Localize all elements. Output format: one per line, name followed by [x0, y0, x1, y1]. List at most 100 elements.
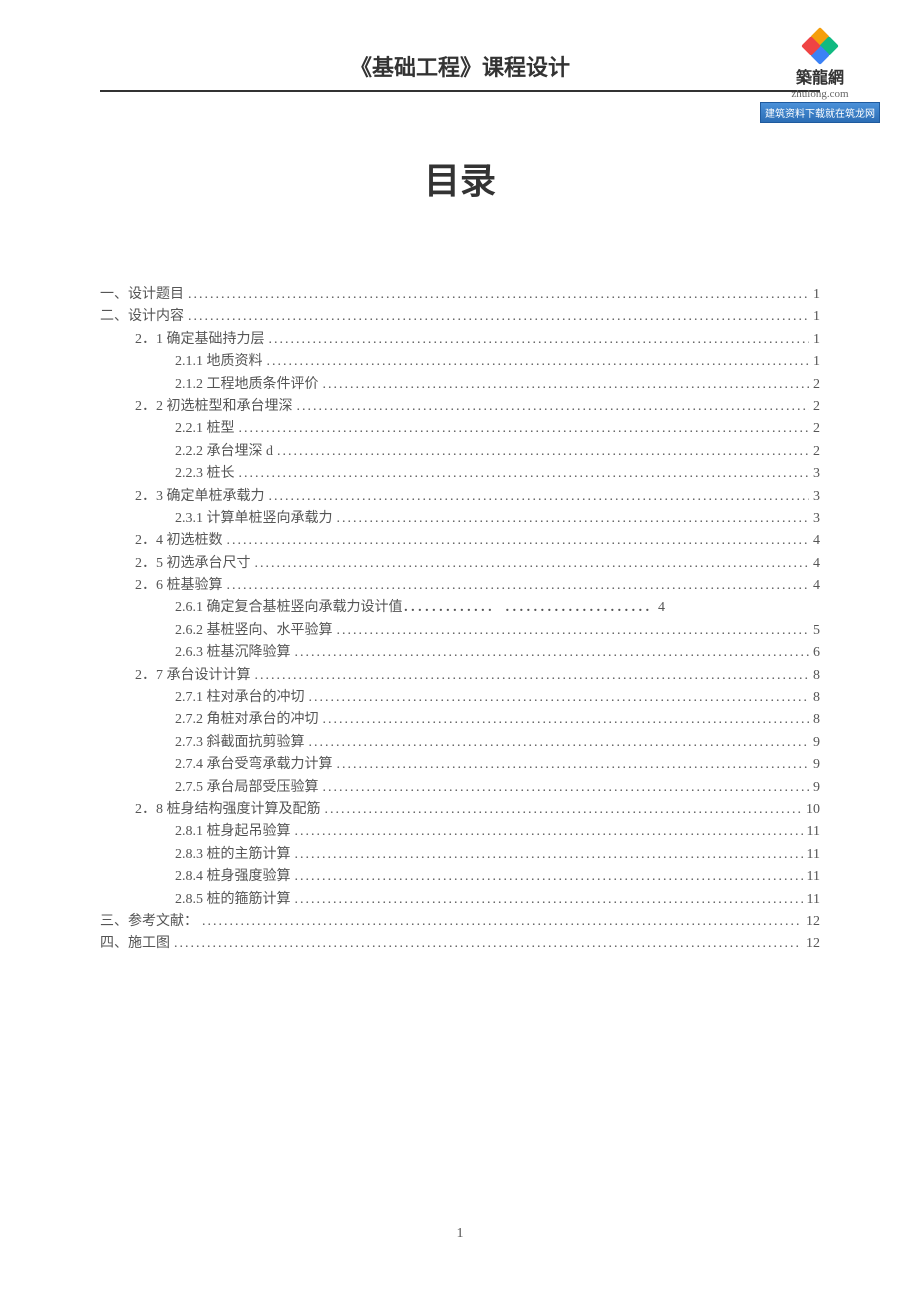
- toc-entry: 一、设计题目 1: [100, 284, 820, 306]
- toc-label: 2.2.2 承台埋深 d: [175, 441, 273, 463]
- toc-page-number: 2: [813, 441, 820, 463]
- toc-label: 2．8 桩身结构强度计算及配筋: [135, 799, 321, 821]
- toc-label: 四、施工图: [100, 933, 170, 955]
- toc-entry: 四、施工图 12: [100, 933, 820, 955]
- toc-entry: 2.7.2 角桩对承台的冲切 8: [100, 709, 820, 731]
- toc-entry: 2．3 确定单桩承载力 3: [100, 486, 820, 508]
- toc-page-number: 2: [813, 418, 820, 440]
- toc-label: 2．3 确定单桩承载力: [135, 486, 265, 508]
- toc-dots: [323, 777, 810, 799]
- logo-text-en: zhulong.com: [760, 88, 880, 100]
- toc-entry: 2．1 确定基础持力层1: [100, 329, 820, 351]
- toc-dots: [323, 709, 810, 731]
- toc-label: 2.7.5 承台局部受压验算: [175, 777, 319, 799]
- toc-label: 2．2 初选桩型和承台埋深: [135, 396, 293, 418]
- toc-dots: [269, 329, 810, 351]
- toc-dots: [188, 284, 809, 306]
- toc-page-number: 1: [813, 284, 820, 306]
- toc-page-number: 8: [813, 687, 820, 709]
- toc-page-number: 10: [806, 799, 820, 821]
- toc-label: 2.1.1 地质资料: [175, 351, 263, 373]
- toc-label: 2.6.3 桩基沉降验算: [175, 642, 291, 664]
- toc-dots: [227, 575, 810, 597]
- toc-entry: 2．6 桩基验算4: [100, 575, 820, 597]
- toc-dots: [337, 620, 810, 642]
- toc-label: 一、设计题目: [100, 284, 184, 306]
- toc-label: 2.8.1 桩身起吊验算: [175, 821, 291, 843]
- toc-entry: 2.1.1 地质资料1: [100, 351, 820, 373]
- toc-page-number: 4: [813, 553, 820, 575]
- toc-dots: [255, 665, 810, 687]
- toc-label: 2．1 确定基础持力层: [135, 329, 265, 351]
- toc-entry: 二、设计内容 1: [100, 306, 820, 328]
- toc-page-number: 8: [813, 665, 820, 687]
- toc-page-number: 12: [806, 911, 820, 933]
- toc-entry: 2.7.4 承台受弯承载力计算9: [100, 754, 820, 776]
- toc-page-number: 9: [813, 777, 820, 799]
- toc-page-number: 12: [806, 933, 820, 955]
- toc-entry: 2.6.1 确定复合基桩竖向承载力设计值．．．．．．．．．．．．． ．．．．．．…: [100, 597, 820, 619]
- toc-dots: [337, 754, 810, 776]
- toc-dots: [295, 821, 803, 843]
- toc-page-number: 11: [807, 844, 820, 866]
- toc-dots: [323, 374, 810, 396]
- toc-label: 2.7.2 角桩对承台的冲切: [175, 709, 319, 731]
- toc-entry: 2.8.3 桩的主筋计算11: [100, 844, 820, 866]
- page-header: 《基础工程》课程设计 築龍網 zhulong.com 建筑资料下载就在筑龙网: [100, 50, 820, 92]
- toc-dots: [309, 732, 810, 754]
- toc-page-number: 9: [813, 732, 820, 754]
- toc-label: 2.6.2 基桩竖向、水平验算: [175, 620, 333, 642]
- toc-page-number: 3: [813, 463, 820, 485]
- toc-label: 2.7.4 承台受弯承载力计算: [175, 754, 333, 776]
- toc-entry: 2.8.5 桩的箍筋计算11: [100, 889, 820, 911]
- toc-entry: 2．8 桩身结构强度计算及配筋 10: [100, 799, 820, 821]
- toc-dots: [295, 642, 810, 664]
- toc-dots: [239, 463, 810, 485]
- toc-label: 2.6.1 确定复合基桩竖向承载力设计值．．．．．．．．．．．．． ．．．．．．…: [175, 597, 665, 619]
- toc-label: 2.3.1 计算单桩竖向承载力: [175, 508, 333, 530]
- toc-label: 二、设计内容: [100, 306, 184, 328]
- toc-dots: [202, 911, 802, 933]
- main-title: 目录: [100, 152, 820, 204]
- toc-dots: [337, 508, 810, 530]
- toc-dots: [267, 351, 810, 373]
- toc-dots: [227, 530, 810, 552]
- toc-entry: 2.7.5 承台局部受压验算 9: [100, 777, 820, 799]
- toc-page-number: 3: [813, 486, 820, 508]
- toc-dots: [297, 396, 810, 418]
- toc-page-number: 2: [813, 374, 820, 396]
- logo-slogan: 建筑资料下载就在筑龙网: [760, 102, 880, 123]
- toc-page-number: 6: [813, 642, 820, 664]
- toc-page-number: 1: [813, 306, 820, 328]
- logo-area: 築龍網 zhulong.com 建筑资料下载就在筑龙网: [760, 30, 880, 123]
- toc-entry: 2.7.3 斜截面抗剪验算9: [100, 732, 820, 754]
- header-title: 《基础工程》课程设计: [100, 50, 820, 82]
- toc-label: 2．4 初选桩数: [135, 530, 223, 552]
- toc-dots: [295, 889, 803, 911]
- toc-label: 2.8.4 桩身强度验算: [175, 866, 291, 888]
- toc-entry: 2.3.1 计算单桩竖向承载力3: [100, 508, 820, 530]
- page-number: 1: [0, 1226, 920, 1242]
- toc-dots: [269, 486, 810, 508]
- toc-entry: 2.2.1 桩型2: [100, 418, 820, 440]
- toc-page-number: 8: [813, 709, 820, 731]
- logo-text-cn: 築龍網: [760, 64, 880, 88]
- toc-dots: [255, 553, 810, 575]
- toc-entry: 三、参考文献： 12: [100, 911, 820, 933]
- document-page: 《基础工程》课程设计 築龍網 zhulong.com 建筑资料下载就在筑龙网 目…: [0, 0, 920, 1006]
- toc-label: 2.2.3 桩长: [175, 463, 235, 485]
- toc-label: 2．7 承台设计计算: [135, 665, 251, 687]
- toc-label: 三、参考文献：: [100, 911, 198, 933]
- toc-dots: [174, 933, 802, 955]
- toc-page-number: 2: [813, 396, 820, 418]
- toc-page-number: 11: [807, 866, 820, 888]
- toc-dots: [295, 866, 803, 888]
- toc-entry: 2.8.4 桩身强度验算 11: [100, 866, 820, 888]
- toc-dots: [188, 306, 809, 328]
- toc-entry: 2.2.3 桩长 3: [100, 463, 820, 485]
- logo-icon: [804, 30, 836, 62]
- toc-label: 2．6 桩基验算: [135, 575, 223, 597]
- toc-entry: 2.2.2 承台埋深 d 2: [100, 441, 820, 463]
- toc-entry: 2.1.2 工程地质条件评价2: [100, 374, 820, 396]
- toc-dots: [277, 441, 809, 463]
